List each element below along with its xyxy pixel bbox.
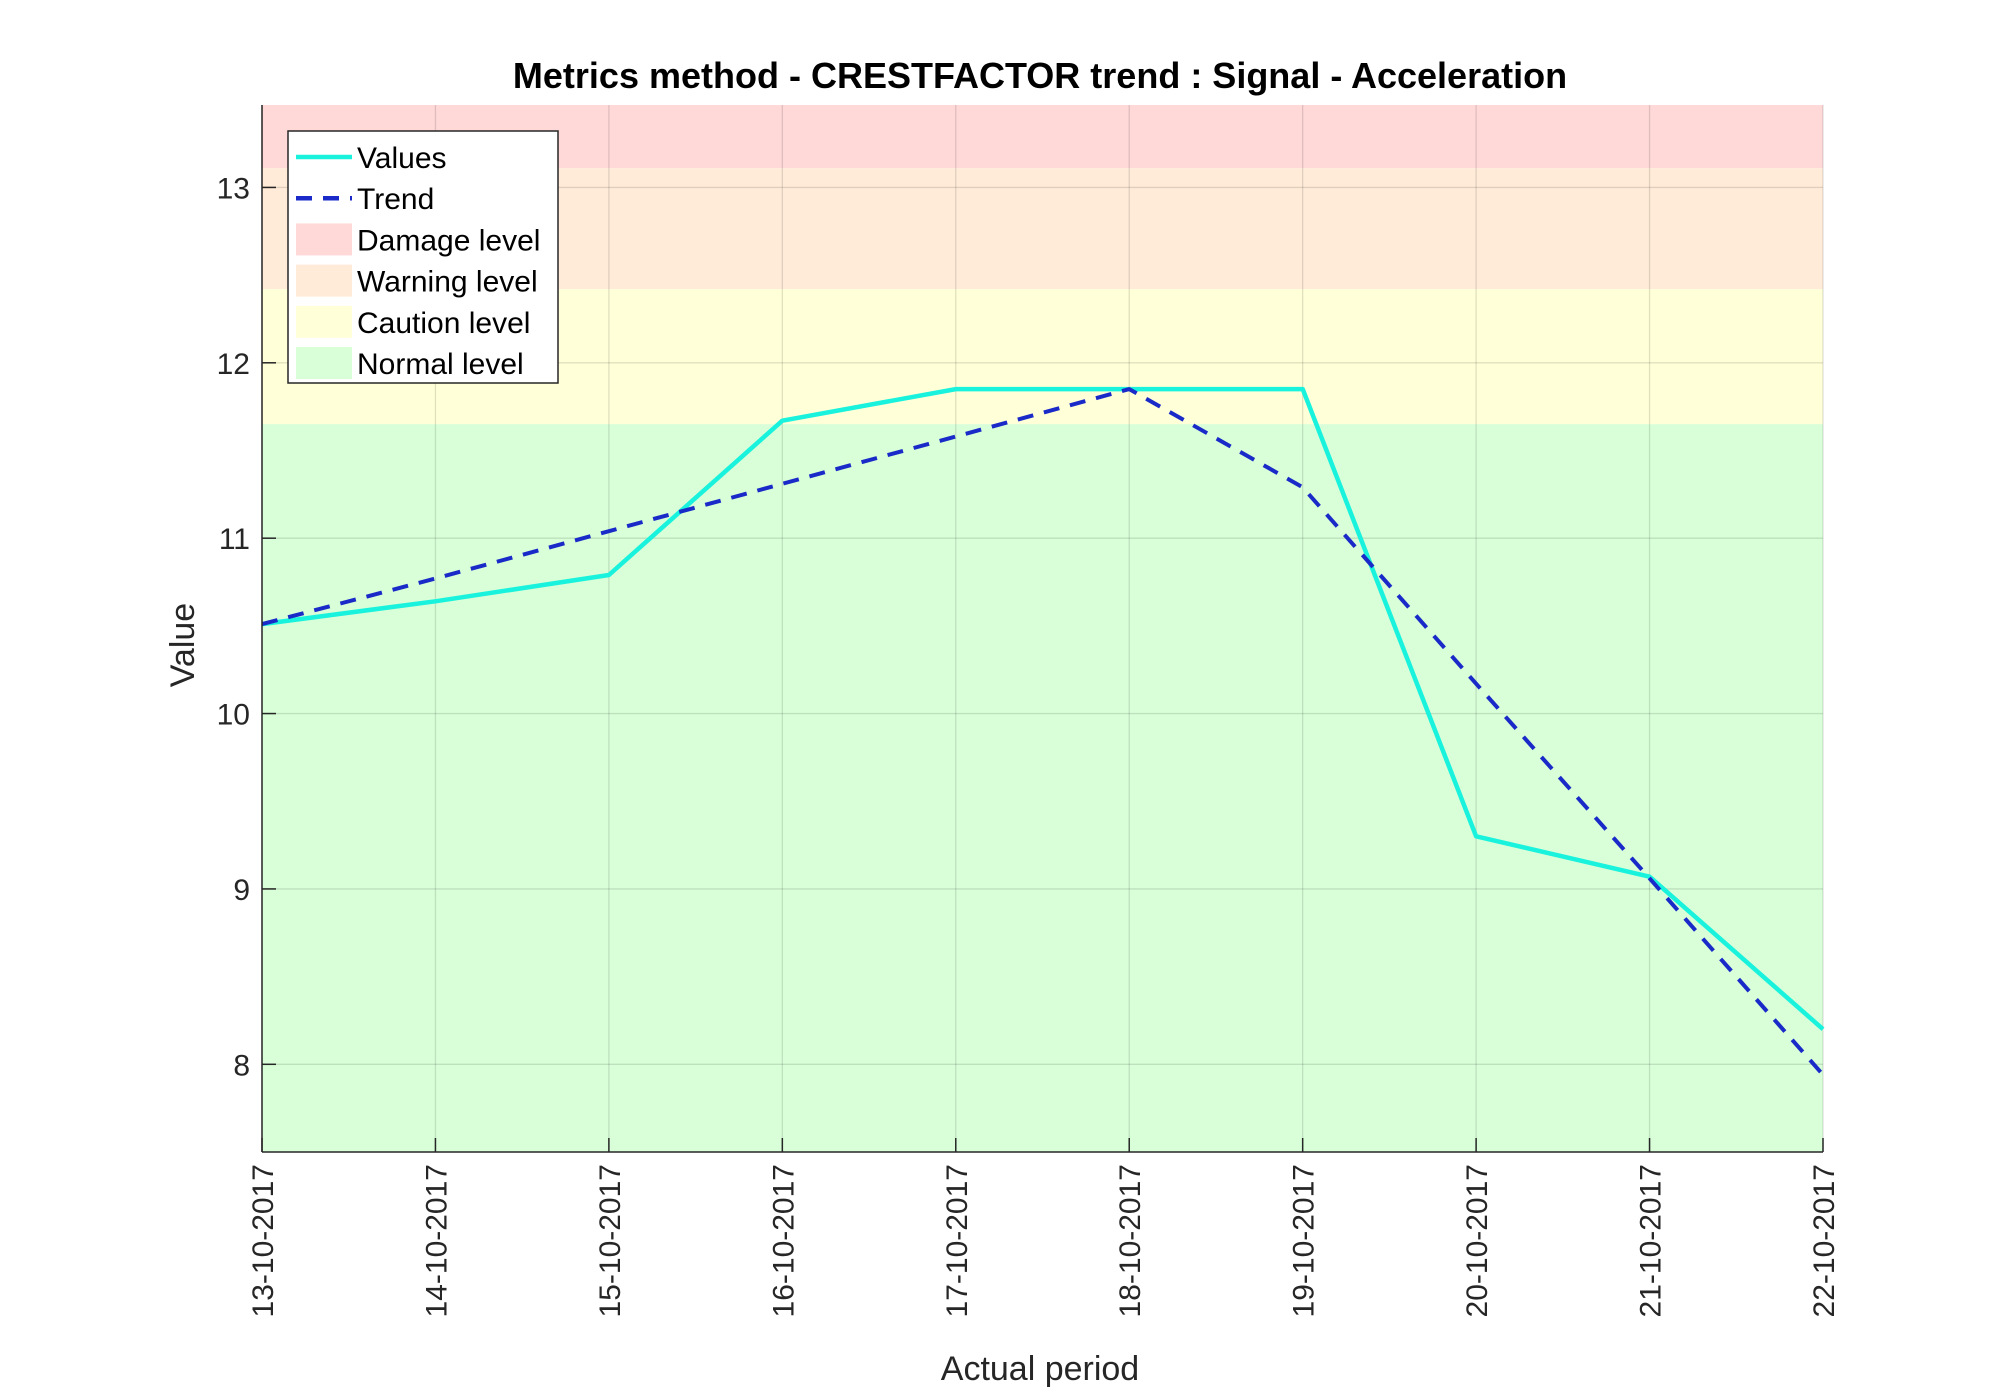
legend-swatch: [296, 347, 352, 379]
x-tick-label: 16-10-2017: [767, 1164, 800, 1317]
legend-label: Normal level: [357, 348, 524, 381]
y-tick-label: 9: [233, 874, 250, 907]
legend-label: Warning level: [357, 266, 538, 299]
x-tick-label: 19-10-2017: [1288, 1164, 1321, 1317]
legend: Values Trend Damage level Warning level Caut…: [287, 130, 559, 384]
legend-swatch: [296, 223, 352, 256]
band-3: [262, 424, 1823, 1153]
y-axis-label: Value: [164, 603, 202, 687]
legend-box: [287, 130, 559, 384]
legend-swatch: [296, 264, 352, 297]
legend-label: Caution level: [357, 307, 530, 340]
series-line-trend: [261, 387, 1825, 1077]
y-tick-label: 8: [233, 1049, 250, 1082]
axes: 8 9 10 11 12 13 13-10-2017 14-10-2017 15-10-2017…: [217, 105, 1841, 1317]
legend-label: Damage level: [357, 224, 540, 257]
threshold-bands: [262, 105, 1823, 1153]
x-tick-label: 21-10-2017: [1635, 1164, 1668, 1317]
chart-title: Metrics method - CRESTFACTOR trend : Sig…: [513, 55, 1567, 96]
legend-label: Trend: [357, 183, 434, 216]
y-tick-label: 10: [217, 699, 250, 732]
x-tick-label: 17-10-2017: [941, 1164, 974, 1317]
x-tick-label: 22-10-2017: [1808, 1164, 1841, 1317]
series-line-values: [261, 386, 1825, 1031]
x-tick-label: 13-10-2017: [247, 1164, 280, 1317]
x-tick-label: 20-10-2017: [1461, 1164, 1494, 1317]
y-tick-label: 13: [217, 172, 250, 205]
x-tick-label: 15-10-2017: [594, 1164, 627, 1317]
x-tick-label: 18-10-2017: [1114, 1164, 1147, 1317]
x-tick-label: 14-10-2017: [420, 1164, 453, 1317]
legend-swatch: [296, 305, 352, 338]
x-axis-label: Actual period: [941, 1350, 1139, 1388]
y-tick-label: 12: [217, 348, 250, 381]
legend-label: Values: [357, 142, 447, 175]
y-tick-label: 11: [219, 523, 250, 556]
